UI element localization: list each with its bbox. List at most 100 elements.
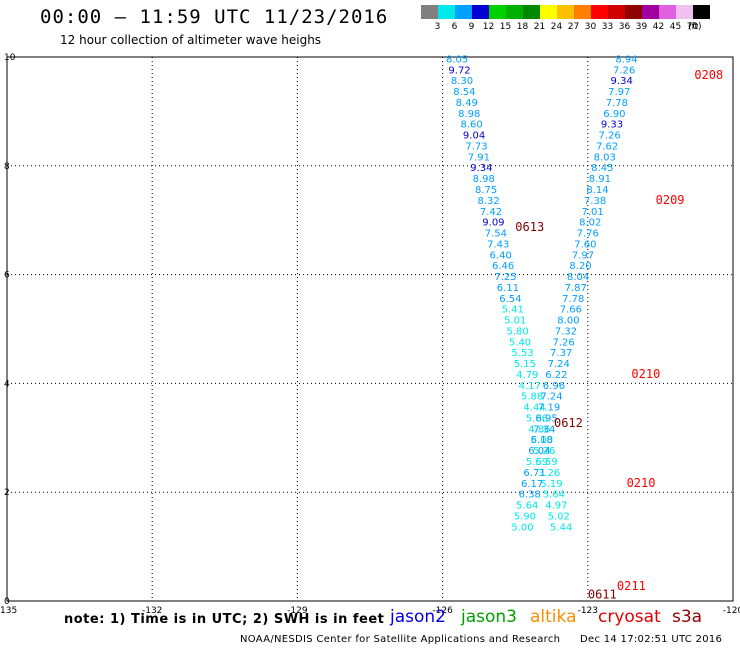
legend-unit: (ft) — [688, 22, 702, 32]
legend-bin-label: 9 — [468, 22, 475, 32]
swh-data-label: 4.17 — [519, 381, 541, 392]
swh-data-label: 8.60 — [461, 120, 483, 131]
legend-swatch — [455, 5, 472, 19]
legend-swatch — [438, 5, 455, 19]
timestamp: Dec 14 17:02:51 UTC 2016 — [580, 634, 723, 645]
pass-time-label: 0208 — [694, 68, 723, 82]
swh-data-label: 7.34 — [533, 424, 555, 435]
legend-swatch — [693, 5, 710, 19]
swh-data-label: 8.91 — [589, 174, 611, 185]
legend-bin-label: 12 — [482, 22, 495, 32]
pass-time-label: 0613 — [515, 220, 544, 234]
swh-data-label: 6.54 — [499, 294, 521, 305]
swh-data-label: 7.91 — [468, 152, 490, 163]
swh-data-label: 3.26 — [538, 468, 560, 479]
swh-data-label: 8.03 — [594, 152, 616, 163]
pass-time-label: 0611 — [588, 587, 617, 601]
y-tick-label: 8 — [4, 162, 10, 172]
swh-data-label: 6.04 — [528, 446, 550, 457]
plot-frame — [6, 56, 734, 602]
legend-bin-label: 27 — [567, 22, 580, 32]
swh-data-label: 7.42 — [480, 207, 502, 218]
swh-data-label: 7.26 — [613, 65, 635, 76]
legend-swatch — [489, 5, 506, 19]
swh-data-label: 5.59 — [536, 457, 558, 468]
swh-data-label: 7.43 — [487, 239, 509, 250]
swh-data-label: 5.41 — [502, 305, 524, 316]
legend-bin-label: 30 — [584, 22, 597, 32]
swh-data-label: 5.88 — [521, 392, 543, 403]
swh-data-label: 7.01 — [582, 207, 604, 218]
swh-data-label: 5.53 — [511, 348, 533, 359]
swh-data-label: 9.09 — [482, 218, 504, 229]
swh-data-label: 7.24 — [548, 359, 570, 370]
swh-data-label: 6.71 — [523, 468, 545, 479]
legend-bin-label: 70 — [686, 22, 699, 32]
swh-data-label: 4.86 — [528, 424, 550, 435]
swh-data-label: 6.17 — [521, 479, 543, 490]
legend-bin-label: 21 — [533, 22, 546, 32]
swh-data-label: 9.34 — [611, 76, 633, 87]
legend-swatch — [523, 5, 540, 19]
swh-data-label: 4.79 — [516, 370, 538, 381]
satellite-label-jason2: jason2 — [390, 607, 446, 627]
swh-data-label: 5.64 — [516, 501, 538, 512]
legend-bin-label: 15 — [499, 22, 512, 32]
swh-data-label: 8.49 — [456, 98, 478, 109]
swh-data-label: 7.26 — [552, 337, 574, 348]
swh-data-label: 7.19 — [538, 403, 560, 414]
legend-bin-label: 33 — [601, 22, 614, 32]
swh-data-label: 8.54 — [453, 87, 475, 98]
satellite-label-cryosat: cryosat — [598, 607, 661, 627]
pass-time-label: 0210 — [631, 367, 660, 381]
legend-swatch — [608, 5, 625, 19]
swh-data-label: 7.87 — [565, 283, 587, 294]
swh-data-label: 8.45 — [591, 163, 613, 174]
x-tick-label: -132 — [142, 606, 162, 616]
swh-data-label: 9.33 — [601, 120, 623, 131]
swh-data-label: 7.78 — [562, 294, 584, 305]
swh-data-label: 7.38 — [584, 196, 606, 207]
swh-data-label: 8.20 — [569, 261, 591, 272]
swh-data-label: 6.40 — [490, 250, 512, 261]
swh-data-label: 5.19 — [540, 479, 562, 490]
swh-data-label: 5.90 — [514, 511, 536, 522]
legend-swatch — [472, 5, 489, 19]
swh-data-label: 5.86 — [526, 413, 548, 424]
x-tick-label: -126 — [432, 606, 453, 616]
y-tick-label: 4 — [4, 379, 10, 389]
legend-bin-label: 45 — [669, 22, 682, 32]
swh-data-label: 4.97 — [545, 501, 567, 512]
swh-data-label: 5.26 — [533, 446, 555, 457]
legend-swatch — [540, 5, 557, 19]
swh-data-label: 6.46 — [492, 261, 514, 272]
swh-data-label: 7.97 — [572, 250, 594, 261]
legend-swatch — [591, 5, 608, 19]
legend-bin-label: 39 — [635, 22, 648, 32]
swh-data-label: 5.00 — [531, 435, 553, 446]
swh-data-label: 8.02 — [579, 218, 601, 229]
swh-data-label: 8.75 — [475, 185, 497, 196]
swh-data-label: 8.14 — [586, 185, 608, 196]
swh-data-label: 6.18 — [531, 435, 553, 446]
swh-data-label: 7.25 — [494, 272, 516, 283]
swh-data-label: 5.69 — [526, 457, 548, 468]
swh-data-label: 7.76 — [577, 229, 599, 240]
swh-data-label: 6.11 — [497, 283, 519, 294]
y-tick-label: 10 — [4, 53, 16, 63]
swh-data-label: 7.54 — [485, 229, 507, 240]
legend-bin-label: 36 — [618, 22, 631, 32]
footnote: note: 1) Time is in UTC; 2) SWH is in fe… — [64, 612, 385, 627]
swh-data-label: 7.62 — [596, 141, 618, 152]
swh-data-label: 5.02 — [548, 511, 570, 522]
legend-swatch — [659, 5, 676, 19]
swh-data-label: 7.60 — [574, 239, 596, 250]
swh-data-label: 5.40 — [509, 337, 531, 348]
swh-data-label: 6.90 — [603, 109, 625, 120]
swh-data-label: 9.72 — [448, 65, 470, 76]
legend-swatch — [574, 5, 591, 19]
legend-bin-label: 42 — [652, 22, 665, 32]
swh-data-label: 5.15 — [514, 359, 536, 370]
swh-data-label: 9.34 — [470, 163, 492, 174]
legend-bin-label: 3 — [434, 22, 441, 32]
